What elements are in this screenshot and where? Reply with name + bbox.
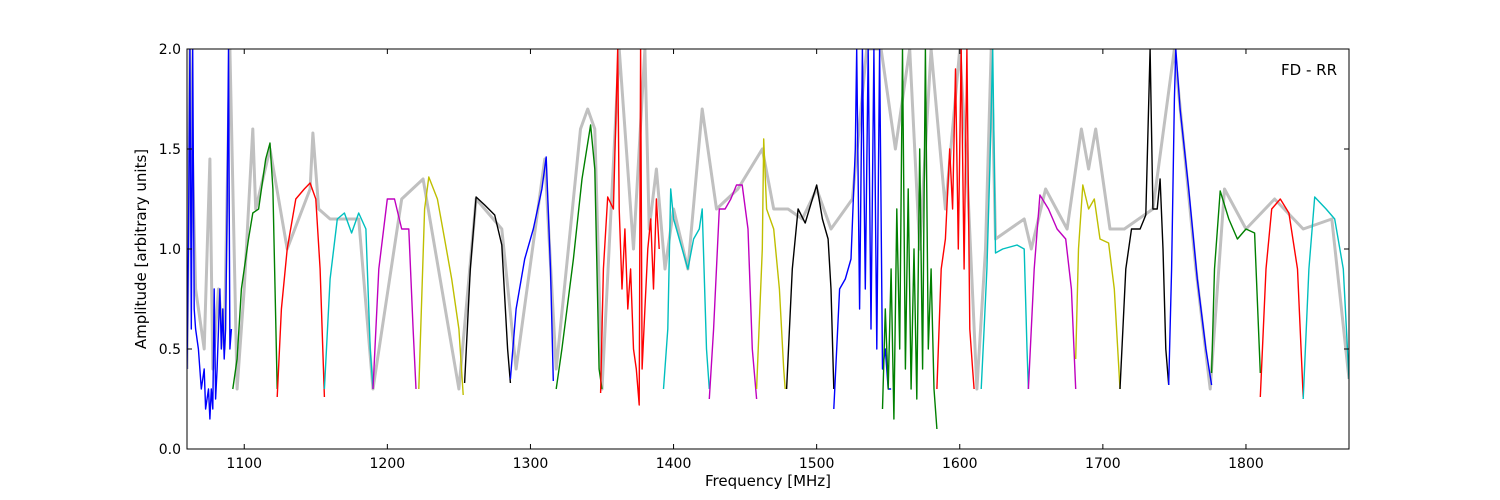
y-tick-label: 0.5 xyxy=(159,342,181,358)
series-line-3 xyxy=(323,212,374,390)
x-tick-label: 1400 xyxy=(656,456,692,472)
y-tick-label: 1.0 xyxy=(159,242,181,258)
series-line-22 xyxy=(1210,190,1261,374)
series-line-19 xyxy=(1075,184,1121,390)
series-line-16 xyxy=(936,49,975,390)
series-line-6 xyxy=(463,196,512,384)
series-line-24 xyxy=(1302,196,1349,400)
series-line-1 xyxy=(232,142,278,390)
series-line-5 xyxy=(418,176,464,396)
series-line-9 xyxy=(599,49,660,406)
x-tick-label: 1500 xyxy=(799,456,835,472)
series-line-14 xyxy=(833,49,892,410)
series-line-11 xyxy=(708,184,758,400)
y-tick-label: 1.5 xyxy=(159,142,181,158)
series-line-12 xyxy=(755,138,786,390)
x-tick-label: 1700 xyxy=(1085,456,1121,472)
x-tick-label: 1800 xyxy=(1228,456,1264,472)
y-tick-label: 0.0 xyxy=(159,442,181,458)
series-line-18 xyxy=(1027,194,1077,390)
series-line-20 xyxy=(1119,49,1170,390)
series-line-7 xyxy=(509,156,554,382)
data-layer xyxy=(187,49,1349,430)
y-axis-label: Amplitude [arbitrary units] xyxy=(132,149,150,349)
series-line-15 xyxy=(881,49,938,430)
y-tick-label: 2.0 xyxy=(159,42,181,58)
series-line-13 xyxy=(785,184,835,390)
series-line-23 xyxy=(1259,198,1304,398)
x-axis-label: Frequency [MHz] xyxy=(705,472,831,490)
x-tick-label: 1200 xyxy=(370,456,406,472)
series-line-8 xyxy=(555,124,603,390)
x-tick-label: 1300 xyxy=(513,456,549,472)
series-line-4 xyxy=(372,198,417,390)
series-line-17 xyxy=(980,49,1030,390)
series-line-21 xyxy=(1168,49,1213,386)
series-line-10 xyxy=(662,188,710,390)
chart-annotation: FD - RR xyxy=(1281,61,1337,79)
series-line-2 xyxy=(276,182,326,398)
x-tick-label: 1600 xyxy=(942,456,978,472)
x-tick-label: 1100 xyxy=(226,456,262,472)
series-line-0 xyxy=(187,49,233,420)
tick-layer: 1100 1200 1300 1400 1500 1600 1700 1800 0.0 0.5 1.… xyxy=(159,42,1349,472)
